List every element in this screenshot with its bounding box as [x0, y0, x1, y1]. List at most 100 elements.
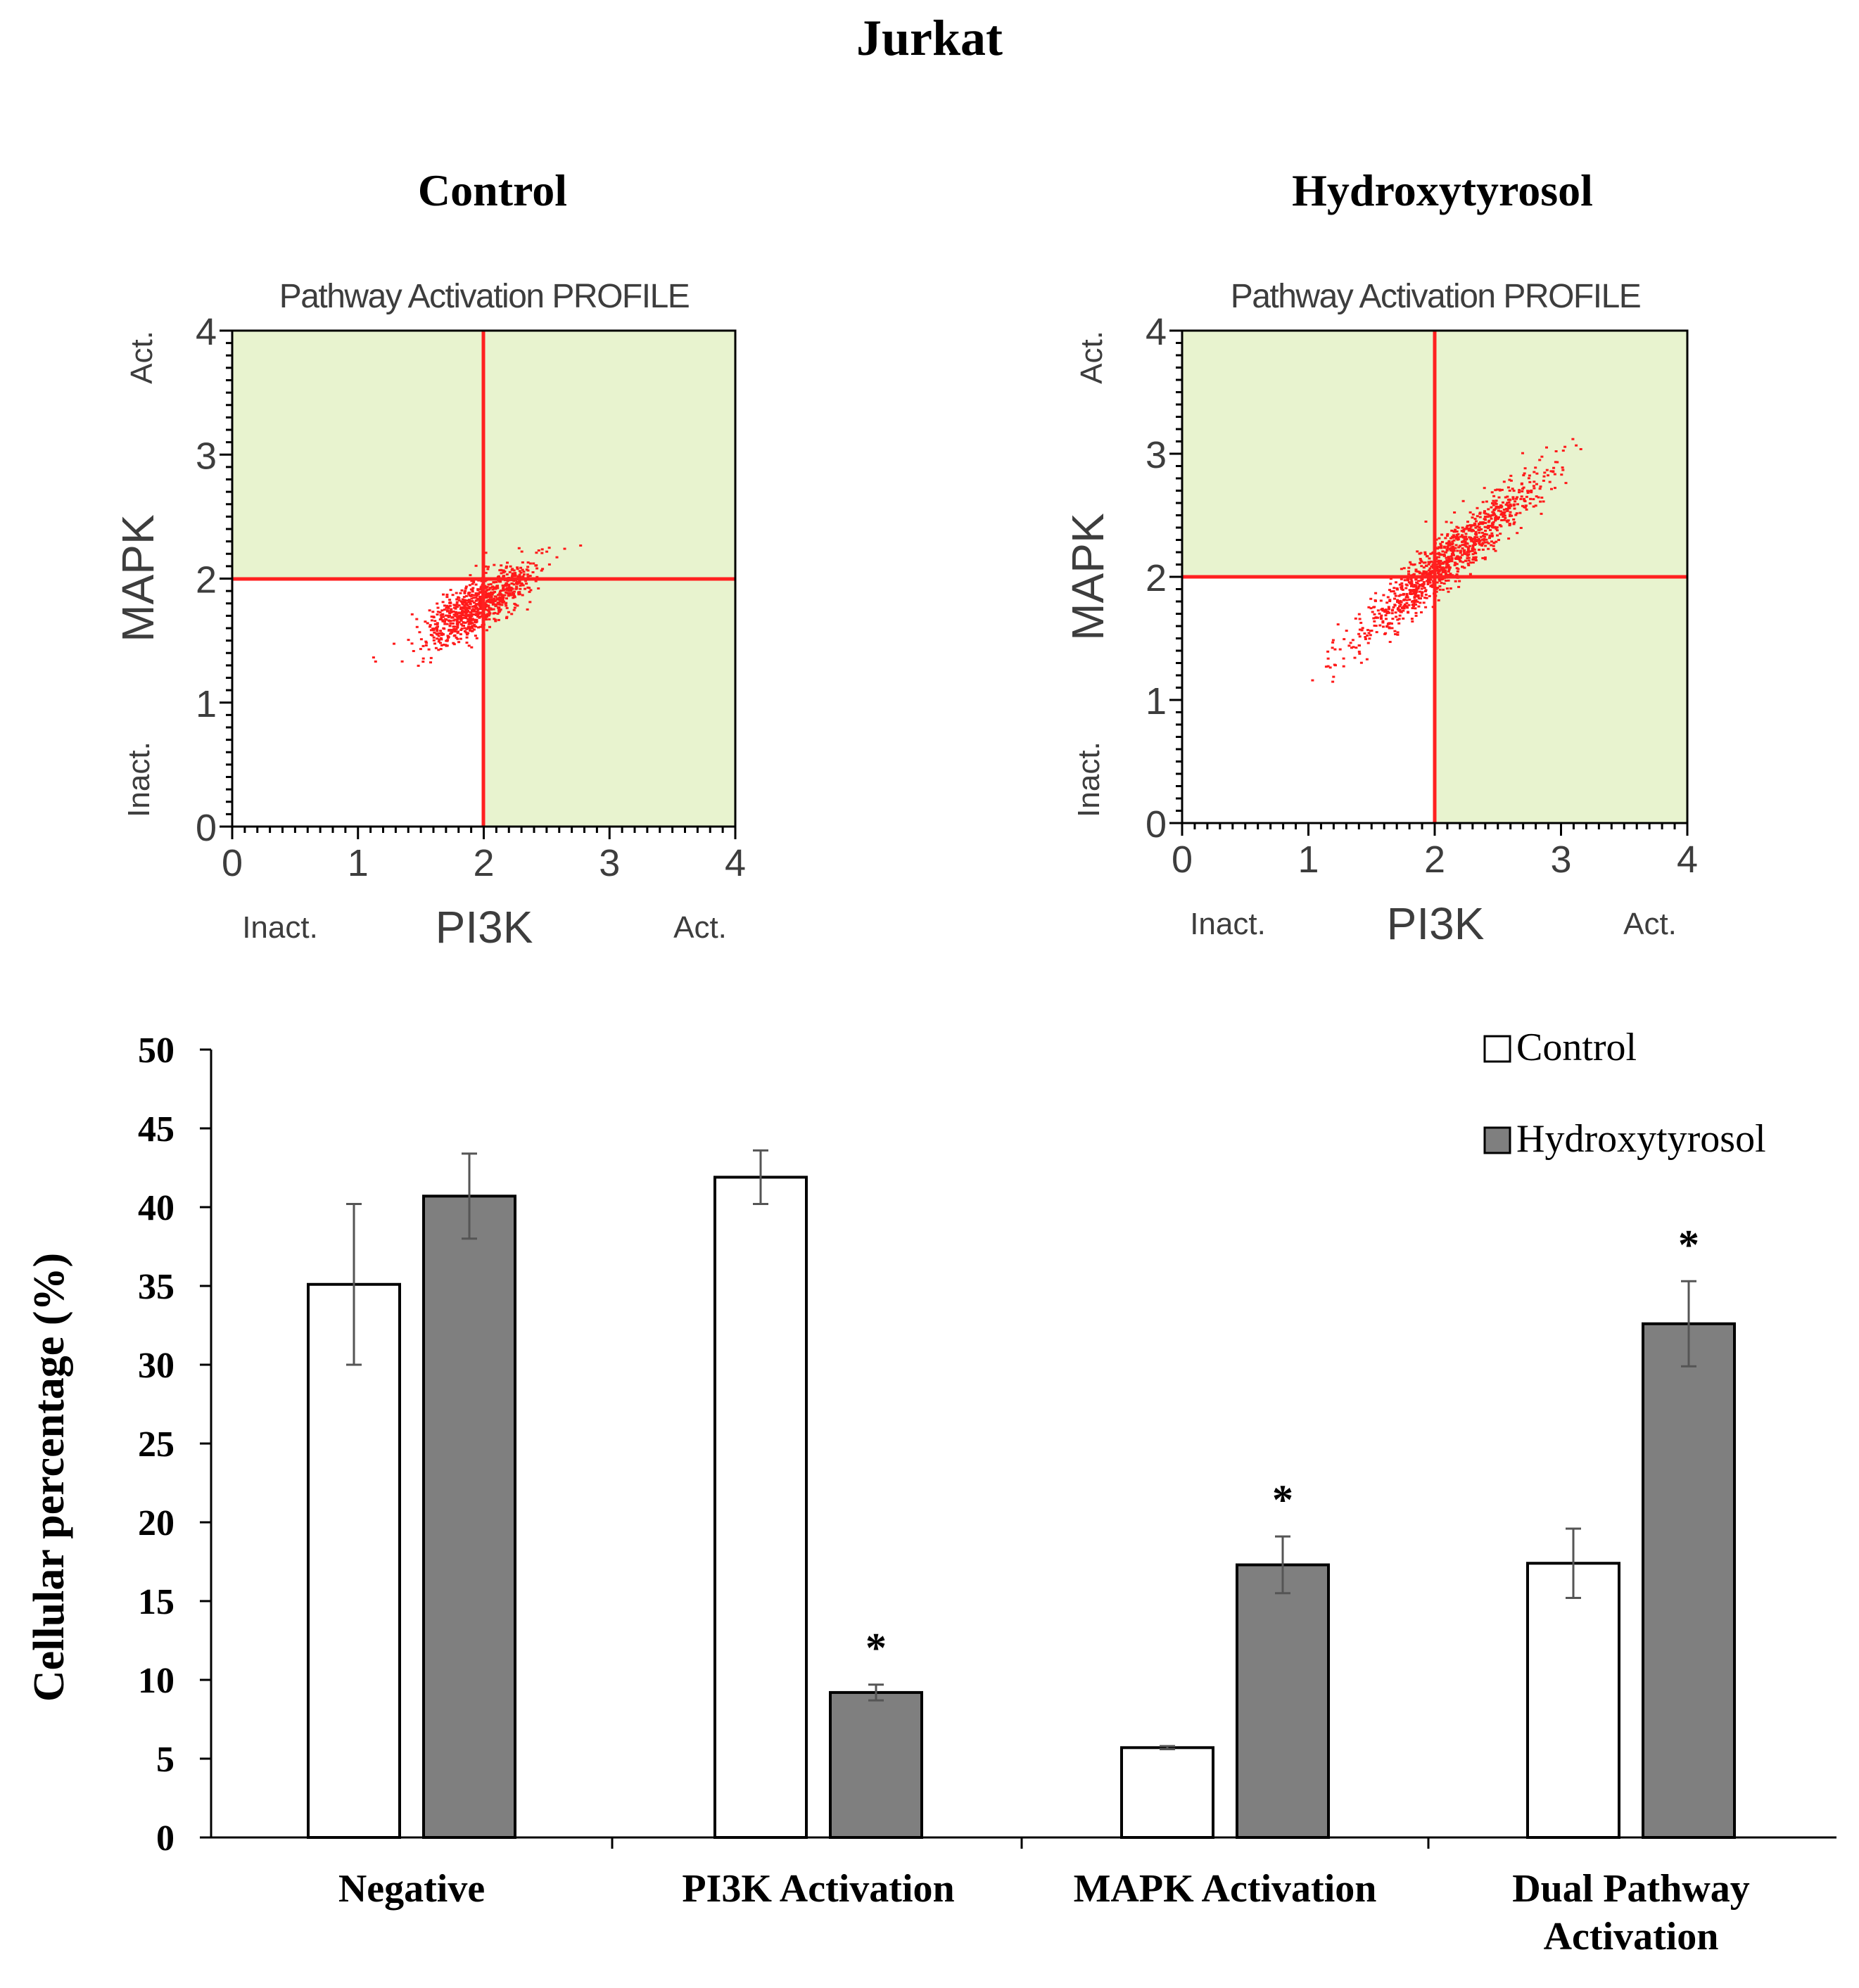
- scatter-point: [498, 604, 502, 606]
- scatter-point: [374, 660, 377, 663]
- scatter-point: [1437, 571, 1440, 573]
- scatter-point: [1416, 594, 1420, 597]
- scatter-point: [467, 644, 471, 647]
- scatter-point: [474, 604, 478, 606]
- y-tick-label: 2: [196, 559, 217, 601]
- scatter-point: [496, 587, 500, 590]
- scatter-point: [505, 582, 508, 585]
- scatter-point: [472, 581, 476, 584]
- scatter-point: [518, 593, 521, 596]
- y-tick-label: 45: [138, 1109, 175, 1149]
- scatter-point: [1373, 606, 1376, 608]
- scatter-point: [473, 623, 476, 626]
- scatter-point: [456, 618, 459, 621]
- scatter-point: [410, 613, 414, 616]
- scatter-point: [484, 608, 487, 611]
- scatter-point: [1487, 547, 1490, 550]
- scatter-point: [1507, 501, 1511, 504]
- scatter-point: [1554, 450, 1558, 452]
- scatter-point: [459, 612, 462, 615]
- scatter-point: [512, 580, 516, 582]
- scatter-point: [1483, 533, 1487, 535]
- scatter-point: [535, 567, 539, 570]
- scatter-point: [454, 611, 457, 613]
- scatter-point: [1485, 500, 1488, 503]
- scatter-point: [1445, 556, 1448, 559]
- scatter-point: [1402, 617, 1405, 620]
- scatter-point: [1509, 504, 1513, 507]
- scatter-point: [1511, 496, 1515, 499]
- scatter-point: [437, 649, 440, 651]
- scatter-point: [424, 644, 428, 646]
- scatter-point: [1403, 605, 1406, 607]
- scatter-point: [1502, 509, 1506, 511]
- scatter-point: [1388, 608, 1390, 611]
- scatter-point: [1394, 633, 1397, 635]
- scatter-point: [1444, 537, 1447, 540]
- scatter-point: [1464, 540, 1467, 543]
- scatter-point: [1424, 593, 1428, 596]
- scatter-point: [459, 629, 463, 631]
- scatter-point: [1506, 498, 1510, 501]
- scatter-point: [1367, 632, 1371, 635]
- y-tick-label: 3: [1146, 434, 1167, 476]
- scatter-point: [1391, 608, 1395, 611]
- scatter-point: [1422, 561, 1426, 564]
- scatter-point: [1333, 648, 1337, 651]
- scatter-point: [1407, 581, 1411, 584]
- scatter-point: [1487, 519, 1491, 522]
- scatter-point: [1480, 544, 1484, 547]
- scatter-point: [1547, 474, 1549, 477]
- scatter-point: [1410, 580, 1414, 582]
- bar-control: [1526, 1562, 1620, 1839]
- scatter-point: [1506, 486, 1510, 489]
- scatter-point: [1336, 623, 1340, 626]
- bar-chart: Cellular percentage (%) * * * 0 5 10 15 20 25 30…: [25, 1026, 1836, 1958]
- scatter-point: [440, 638, 443, 641]
- scatter-point: [488, 606, 491, 609]
- scatter-point: [1490, 540, 1493, 543]
- scatter-point: [473, 601, 476, 604]
- scatter-point: [1518, 511, 1522, 514]
- scatter-point: [1471, 549, 1474, 552]
- axis-ticks-hydroxytyrosol: 0 1 2 3 4 0 1 2 3 4: [1146, 311, 1698, 881]
- scatter-point: [1440, 544, 1443, 547]
- y-tick-label: 50: [138, 1031, 175, 1071]
- scatter-point: [440, 616, 443, 618]
- scatter-point: [463, 604, 467, 606]
- scatter-point: [450, 630, 454, 633]
- scatter-point: [412, 650, 415, 652]
- scatter-point: [1373, 613, 1376, 616]
- scatter-point: [1449, 555, 1453, 558]
- scatter-point: [535, 575, 539, 578]
- scatter-point: [457, 641, 461, 644]
- scatter-point: [1535, 483, 1538, 485]
- scatter-point: [1404, 587, 1408, 590]
- scatter-point: [470, 615, 474, 618]
- scatter-point: [1504, 516, 1507, 519]
- scatter-point: [1468, 511, 1472, 514]
- scatter-point: [1575, 444, 1578, 447]
- scatter-point: [1490, 532, 1494, 535]
- scatter-point: [1427, 563, 1430, 566]
- scatter-point: [464, 601, 467, 604]
- scatter-point: [1440, 573, 1443, 575]
- scatter-point: [1466, 528, 1470, 530]
- scatter-point: [436, 622, 439, 625]
- lower-left-quadrant: [1182, 577, 1435, 823]
- scatter-point: [1358, 628, 1362, 631]
- scatter-point: [1519, 497, 1523, 500]
- scatter-point: [1441, 578, 1445, 580]
- scatter-point: [1410, 589, 1414, 592]
- scatter-point: [1445, 580, 1447, 582]
- scatter-point: [1464, 533, 1468, 535]
- scatter-point: [1507, 537, 1511, 540]
- scatter-point: [1474, 533, 1478, 535]
- scatter-point: [445, 593, 449, 596]
- scatter-point: [1539, 500, 1542, 503]
- scatter-point: [519, 585, 522, 587]
- scatter-point: [436, 630, 439, 632]
- scatter-point: [1487, 542, 1490, 544]
- scatter-point: [1447, 570, 1450, 573]
- scatter-point: [505, 587, 509, 590]
